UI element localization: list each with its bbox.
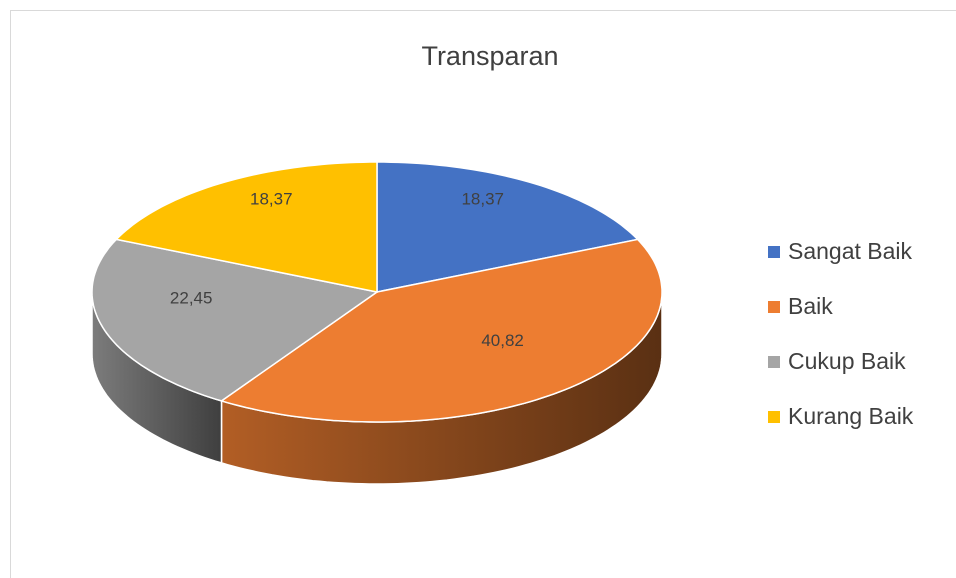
legend-swatch (768, 411, 780, 423)
chart-title: Transparan (421, 41, 558, 71)
data-label: 40,82 (481, 331, 524, 350)
legend-swatch (768, 356, 780, 368)
legend-label: Baik (788, 293, 833, 319)
legend-swatch (768, 246, 780, 258)
slice (376, 161, 640, 293)
data-label: 18,37 (461, 189, 504, 208)
slice (91, 238, 379, 402)
slice (219, 238, 663, 423)
data-label: 22,45 (170, 289, 213, 308)
legend-swatch (768, 301, 780, 313)
legend-label: Kurang Baik (788, 403, 914, 429)
slice (114, 161, 378, 293)
data-label: 18,37 (250, 189, 293, 208)
legend-label: Sangat Baik (788, 238, 913, 264)
legend-label: Cukup Baik (788, 348, 906, 374)
